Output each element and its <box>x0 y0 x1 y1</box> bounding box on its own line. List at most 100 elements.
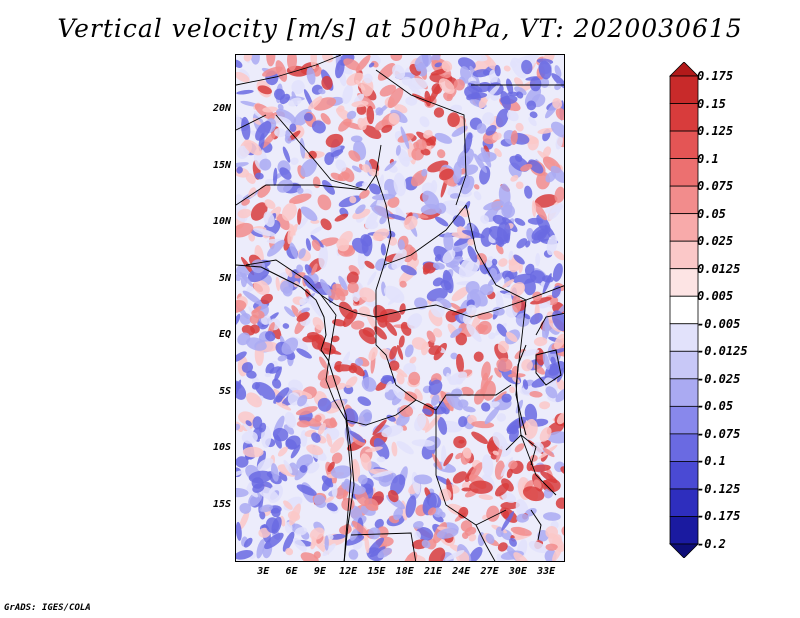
field-cell <box>498 258 508 267</box>
field-cell <box>359 287 377 303</box>
field-cell <box>409 356 417 364</box>
field-cell <box>453 436 467 449</box>
field-cell <box>502 279 515 289</box>
field-cell <box>478 494 494 500</box>
field-cell <box>243 139 263 156</box>
field-cell <box>361 164 371 173</box>
field-cell <box>398 335 405 348</box>
field-cell <box>550 356 556 365</box>
field-cell <box>320 113 331 125</box>
field-cell <box>287 55 297 71</box>
field-cell <box>236 113 243 132</box>
field-cell <box>473 153 487 173</box>
field-cell <box>368 346 378 361</box>
field-cell <box>440 280 452 291</box>
field-cell <box>533 336 548 347</box>
field-cell <box>285 547 294 556</box>
field-cell <box>242 446 264 458</box>
field-cell <box>345 376 358 389</box>
field-cell <box>510 282 526 297</box>
field-cell <box>319 374 341 389</box>
field-cell <box>285 267 293 278</box>
field-cell <box>469 55 488 62</box>
field-cell <box>273 167 278 186</box>
field-cell <box>380 243 387 256</box>
field-cell <box>236 222 254 238</box>
field-cell <box>510 526 532 536</box>
field-cell <box>501 478 514 492</box>
field-cell <box>413 474 433 485</box>
field-cell <box>392 382 405 400</box>
field-cell <box>431 453 443 470</box>
field-cell <box>473 184 480 190</box>
field-cell <box>437 149 446 159</box>
field-cell <box>275 276 281 291</box>
field-cell <box>289 123 297 132</box>
field-cell <box>342 84 353 104</box>
lake-outline <box>535 349 562 386</box>
field-cell <box>461 487 472 492</box>
field-cell <box>515 55 539 63</box>
field-cell <box>239 502 252 514</box>
border-line <box>245 259 337 316</box>
field-cell <box>521 59 533 75</box>
lon-label-15e: 15E <box>367 566 386 577</box>
field-cell <box>237 208 252 219</box>
field-cell <box>260 293 273 305</box>
field-cell <box>278 471 288 482</box>
field-cell <box>283 424 295 435</box>
field-cell <box>236 71 250 83</box>
field-cell <box>241 362 253 373</box>
field-cell <box>361 181 368 187</box>
field-cell <box>266 55 276 67</box>
field-cell <box>345 535 365 546</box>
colorbar-label: -0.175 <box>697 509 741 524</box>
field-cell <box>283 459 293 474</box>
field-cell <box>451 125 468 137</box>
colorbar-swatch <box>669 323 699 352</box>
field-cell <box>482 454 494 478</box>
field-cell <box>297 208 302 225</box>
field-cell <box>433 107 445 118</box>
field-cell <box>277 354 288 362</box>
field-cell <box>419 116 430 128</box>
field-cell <box>300 206 318 222</box>
field-cell <box>538 60 552 80</box>
field-cell <box>397 148 410 167</box>
field-cell <box>236 521 242 541</box>
field-cell <box>552 263 563 282</box>
field-cell <box>528 116 537 127</box>
field-cell <box>524 263 535 276</box>
field-cell <box>402 551 418 561</box>
field-cell <box>462 447 472 459</box>
field-cell <box>251 382 260 390</box>
field-cell <box>443 200 467 207</box>
field-cell <box>390 55 403 62</box>
field-cell <box>284 411 296 428</box>
field-cell <box>479 165 491 185</box>
field-cell <box>533 202 547 221</box>
field-cell <box>507 91 519 97</box>
field-cell <box>492 306 505 316</box>
colorbar-swatch <box>669 516 699 545</box>
field-cell <box>553 250 564 261</box>
field-cell <box>400 126 410 150</box>
field-cell <box>529 464 551 472</box>
field-cell <box>256 539 265 559</box>
field-cell <box>549 347 564 354</box>
field-cell <box>399 280 407 288</box>
colorbar-bottom-arrow <box>669 543 699 558</box>
field-cell <box>335 59 345 79</box>
field-cell <box>531 225 549 241</box>
field-cell <box>445 392 464 411</box>
field-cell <box>438 78 455 94</box>
colorbar <box>669 62 699 558</box>
field-cell <box>349 195 357 204</box>
field-cell <box>428 379 443 395</box>
field-cell <box>501 393 512 403</box>
field-cell <box>248 470 273 484</box>
field-cell <box>496 323 508 337</box>
field-cell <box>326 433 333 448</box>
field-cell <box>293 537 307 552</box>
field-cell <box>363 73 373 84</box>
